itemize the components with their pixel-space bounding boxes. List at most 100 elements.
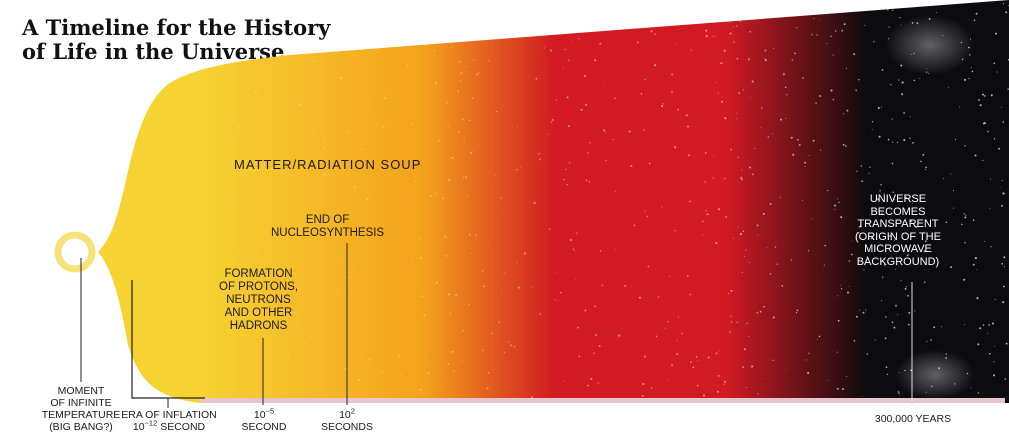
star-speckle [1005,342,1008,345]
star-speckle [870,237,873,240]
star-speckle [920,160,922,163]
star-speckle [761,107,763,109]
star-speckle [439,132,441,134]
star-speckle [863,269,865,271]
star-speckle [668,379,670,381]
star-speckle [877,106,880,110]
star-speckle [796,27,798,29]
star-speckle [361,356,363,358]
star-speckle [520,166,522,168]
star-speckle [508,33,510,35]
star-speckle [786,93,788,96]
star-speckle [976,297,979,300]
star-speckle [718,350,720,352]
star-speckle [713,35,715,37]
star-speckle [715,241,718,244]
star-speckle [445,255,448,257]
star-speckle [903,139,906,142]
star-speckle [628,130,631,133]
star-speckle [742,89,744,91]
star-speckle [706,213,709,216]
star-speckle [988,324,991,326]
star-speckle [423,314,426,317]
star-speckle [796,138,799,141]
star-speckle [717,92,719,94]
star-speckle [898,393,900,395]
star-speckle [661,105,664,108]
star-speckle [964,242,966,244]
star-speckle [1005,11,1008,14]
star-speckle [468,233,471,236]
star-speckle [903,112,905,114]
star-speckle [784,86,787,89]
star-speckle [575,279,577,281]
star-speckle [950,173,952,175]
star-speckle [963,323,965,325]
star-speckle [676,353,679,356]
star-speckle [840,288,843,290]
star-speckle [845,145,847,147]
star-speckle [563,178,565,181]
star-speckle [924,169,926,171]
star-speckle [741,178,743,181]
star-speckle [856,170,858,173]
star-speckle [563,380,565,382]
star-speckle [557,300,559,302]
star-speckle [832,98,834,101]
star-speckle [382,126,385,129]
star-speckle [926,341,928,342]
star-speckle [523,252,527,255]
star-speckle [550,121,553,123]
star-speckle [864,25,866,26]
star-speckle [724,380,727,383]
star-speckle [1002,121,1005,123]
star-speckle [574,250,575,252]
star-speckle [993,374,996,377]
star-speckle [543,47,545,49]
star-speckle [1000,204,1003,207]
star-speckle [546,157,548,159]
star-speckle [591,172,593,174]
star-speckle [893,326,896,329]
galaxy-glow-bottom [895,350,975,400]
star-speckle [430,5,432,7]
star-speckle [780,118,782,121]
star-speckle [749,97,751,99]
star-speckle [719,62,722,65]
star-speckle [438,139,441,142]
star-speckle [563,19,565,22]
star-speckle [475,234,478,237]
star-speckle [745,249,747,251]
star-speckle [712,156,714,157]
star-speckle [736,57,739,60]
star-speckle [764,59,767,62]
star-speckle [1000,106,1002,108]
star-speckle [430,195,433,198]
star-speckle [458,60,461,63]
star-speckle [560,291,562,294]
star-speckle [712,36,714,37]
star-speckle [851,240,853,242]
star-speckle [416,199,418,201]
star-speckle [950,266,953,269]
star-speckle [517,126,519,128]
star-speckle [907,323,910,326]
star-speckle [827,189,829,192]
star-speckle [610,11,613,13]
star-speckle [468,303,470,306]
star-speckle [895,304,897,307]
galaxy-glow-top [885,15,975,75]
star-speckle [767,136,770,138]
star-speckle [712,177,714,179]
star-speckle [723,383,725,385]
star-speckle [604,82,606,84]
star-speckle [989,207,991,209]
star-speckle [667,321,669,323]
star-speckle [936,12,937,14]
star-speckle [434,82,437,85]
star-speckle [282,318,284,320]
star-speckle [895,268,896,270]
star-speckle [337,290,340,293]
star-speckle [676,43,677,45]
label-time-1e2-seconds: 102 SECONDS [321,406,373,433]
